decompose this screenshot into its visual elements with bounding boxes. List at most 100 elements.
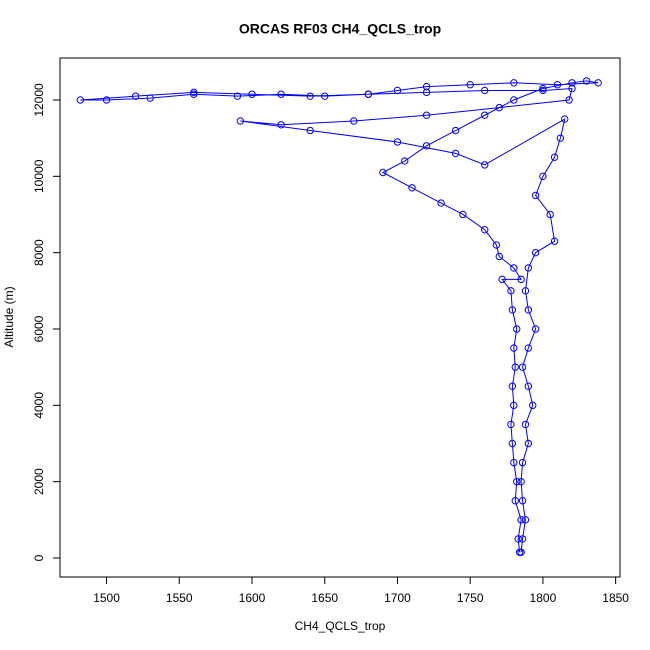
- data-point: [190, 90, 198, 98]
- data-point: [546, 210, 554, 219]
- data-point: [594, 79, 602, 87]
- data-point: [524, 382, 533, 390]
- data-point: [531, 325, 540, 333]
- data-point: [481, 86, 489, 95]
- data-point: [529, 401, 537, 410]
- data-point: [422, 82, 431, 91]
- data-point: [306, 92, 314, 100]
- data-point: [508, 306, 517, 314]
- y-tick-label: 2000: [32, 468, 46, 495]
- data-point: [518, 497, 527, 505]
- data-point: [481, 226, 489, 234]
- x-tick-label: 1850: [602, 591, 629, 605]
- data-point: [510, 96, 518, 104]
- x-tick-label: 1700: [384, 591, 411, 605]
- data-point: [306, 126, 314, 135]
- data-point: [401, 157, 409, 165]
- data-point: [364, 90, 373, 98]
- data-point: [511, 497, 519, 505]
- data-point: [508, 382, 517, 390]
- data-point: [437, 199, 445, 207]
- data-point: [422, 111, 431, 119]
- data-point: [146, 94, 154, 102]
- data-point: [131, 92, 140, 100]
- x-tick-label: 1800: [530, 591, 557, 605]
- data-point: [277, 90, 285, 98]
- y-axis-label: Altitude (m): [2, 286, 16, 347]
- data-point: [510, 344, 518, 352]
- data-point: [517, 275, 525, 284]
- plot-frame: [59, 57, 621, 578]
- data-point: [565, 96, 573, 104]
- data-point: [508, 439, 517, 448]
- data-point: [539, 86, 547, 95]
- data-point: [277, 121, 285, 129]
- data-point: [422, 142, 431, 150]
- data-point: [568, 84, 576, 93]
- data-point: [539, 84, 547, 93]
- data-point: [495, 103, 503, 112]
- data-point: [518, 458, 527, 467]
- data-point: [539, 172, 547, 181]
- data-point: [451, 149, 460, 158]
- data-point: [393, 138, 402, 146]
- data-point: [521, 287, 530, 295]
- data-point: [321, 92, 329, 100]
- data-point: [102, 96, 111, 104]
- data-point: [561, 115, 569, 123]
- data-point: [556, 134, 565, 142]
- data-point: [481, 161, 489, 169]
- data-point: [521, 516, 530, 524]
- data-point: [524, 264, 533, 272]
- y-tick-label: 0: [32, 554, 46, 561]
- y-tick-label: 12000: [32, 83, 46, 117]
- x-tick-label: 1550: [166, 591, 193, 605]
- data-point: [451, 126, 460, 135]
- data-point: [393, 86, 402, 95]
- data-point: [459, 210, 467, 219]
- data-point: [76, 96, 85, 104]
- data-point: [466, 81, 474, 89]
- data-point: [511, 363, 519, 371]
- data-line: [80, 80, 599, 553]
- data-point: [510, 458, 518, 467]
- data-point: [190, 88, 198, 97]
- data-point: [498, 275, 506, 284]
- data-point: [518, 363, 527, 371]
- data-point: [236, 117, 245, 125]
- data-point: [531, 248, 540, 257]
- data-point: [518, 535, 527, 543]
- data-point: [510, 264, 518, 272]
- data-point: [582, 77, 591, 85]
- data-point: [517, 548, 525, 556]
- data-point: [517, 477, 525, 486]
- data-point: [495, 252, 503, 261]
- data-point: [510, 401, 518, 410]
- data-point: [524, 439, 533, 448]
- data-point: [524, 344, 533, 352]
- y-tick-label: 6000: [32, 315, 46, 342]
- data-point: [408, 184, 416, 192]
- data-point: [233, 92, 242, 100]
- x-axis-label: CH4_QCLS_trop: [295, 619, 386, 633]
- data-point: [514, 535, 522, 543]
- data-point: [507, 420, 515, 429]
- y-tick-label: 8000: [32, 239, 46, 266]
- data-point: [513, 325, 521, 333]
- data-point: [510, 79, 518, 87]
- data-point: [507, 287, 515, 295]
- data-point: [550, 153, 559, 161]
- x-tick-label: 1650: [311, 591, 338, 605]
- data-point: [492, 241, 501, 249]
- data-point: [379, 168, 387, 177]
- data-point: [513, 477, 521, 486]
- x-tick-label: 1500: [93, 591, 120, 605]
- x-tick-label: 1750: [457, 591, 484, 605]
- data-point: [524, 306, 533, 314]
- data-point: [481, 111, 489, 119]
- chart-title: ORCAS RF03 CH4_QCLS_trop: [239, 21, 441, 37]
- data-point: [550, 237, 559, 245]
- data-point: [517, 516, 525, 524]
- data-point: [422, 88, 431, 97]
